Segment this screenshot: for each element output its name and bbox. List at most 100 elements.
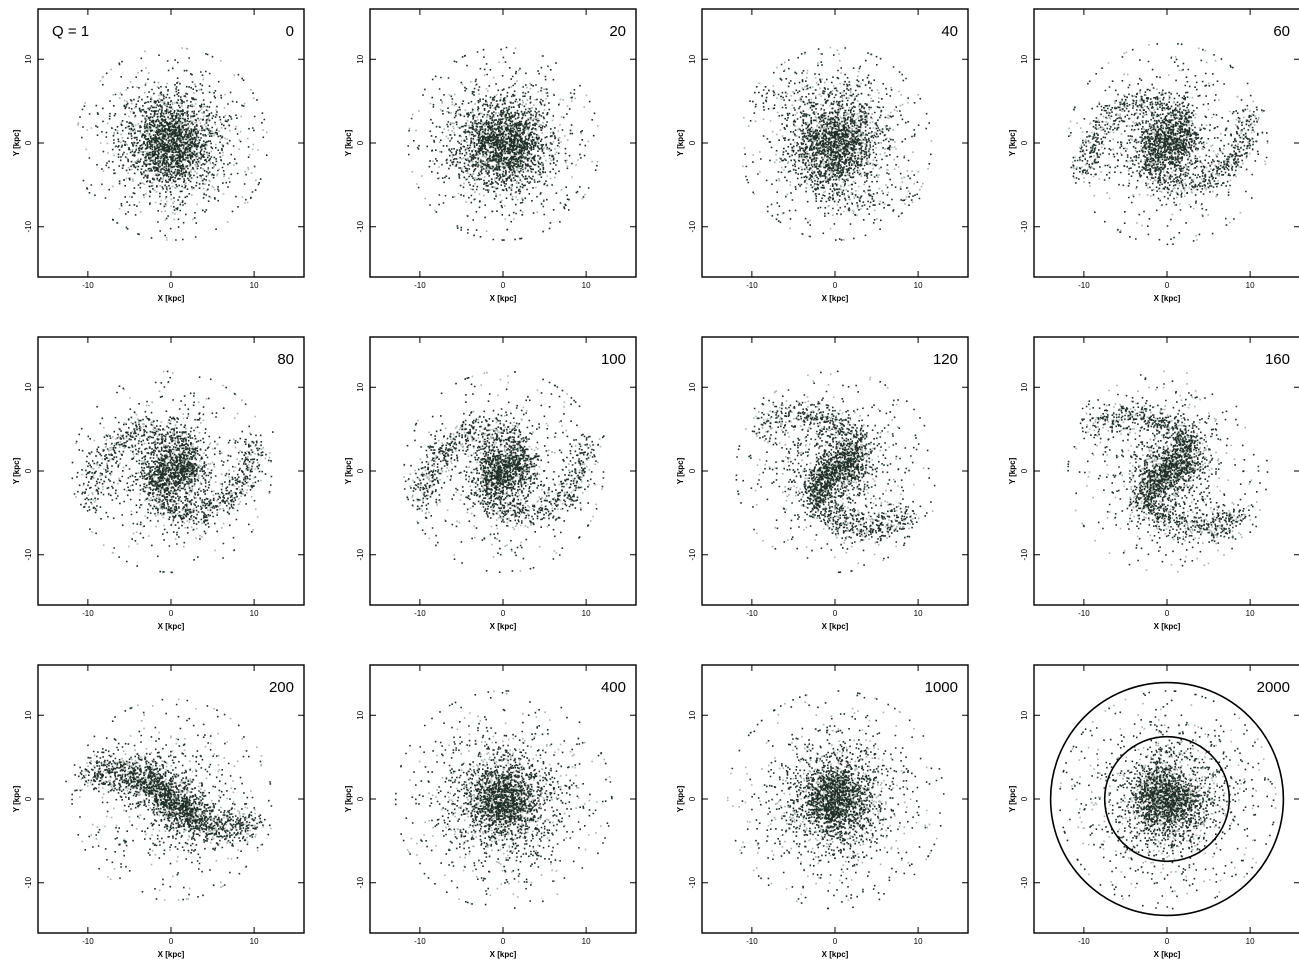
y-tick-label: 0: [688, 468, 697, 473]
particles-dark: [65, 698, 273, 901]
panel-1000: -10 0 10 10 0 -10 X [kpc] Y [kpc] 1000: [676, 664, 969, 959]
y-tick-label: 10: [1020, 382, 1029, 391]
x-axis-label: X [kpc]: [1154, 622, 1181, 631]
particle-field: [1068, 43, 1269, 246]
x-tick-label: 10: [250, 281, 259, 290]
y-tick-label: -10: [688, 876, 697, 888]
y-tick-label: -10: [1020, 876, 1029, 888]
x-tick-label: 10: [582, 281, 591, 290]
x-tick-label: 0: [169, 281, 174, 290]
y-tick-label: 0: [1020, 140, 1029, 145]
y-axis-label: Y [kpc]: [1008, 129, 1017, 156]
particle-field: [65, 698, 273, 901]
y-tick-label: 0: [24, 468, 33, 473]
y-tick-label: 10: [688, 54, 697, 63]
x-tick-label: 10: [250, 609, 259, 618]
y-tick-label: 10: [356, 382, 365, 391]
y-tick-label: -10: [356, 220, 365, 232]
x-tick-label: 10: [914, 937, 923, 946]
y-tick-label: -10: [688, 548, 697, 560]
particles-dark: [71, 370, 274, 574]
y-tick-label: 0: [1020, 468, 1029, 473]
y-tick-label: 10: [688, 710, 697, 719]
y-axis-label: Y [kpc]: [12, 785, 21, 812]
panel-label: 160: [1265, 351, 1290, 368]
particles-dark: [1068, 43, 1269, 246]
y-tick-label: 0: [24, 796, 33, 801]
x-tick-label: 10: [250, 937, 259, 946]
particle-field: [77, 47, 268, 241]
x-tick-label: -10: [82, 609, 94, 618]
panel-160: -10 0 10 10 0 -10 X [kpc] Y [kpc] 160: [1008, 336, 1299, 631]
y-axis-label: Y [kpc]: [676, 129, 685, 156]
y-axis-label: Y [kpc]: [344, 129, 353, 156]
x-tick-label: 0: [1165, 609, 1170, 618]
x-tick-label: 10: [1246, 937, 1255, 946]
y-axis-label: Y [kpc]: [12, 129, 21, 156]
particle-field: [407, 46, 599, 241]
y-tick-label: 10: [24, 54, 33, 63]
y-tick-label: 10: [1020, 710, 1029, 719]
panel-40: -10 0 10 10 0 -10 X [kpc] Y [kpc] 40: [676, 8, 969, 303]
panel-label: 100: [601, 351, 626, 368]
particles-dark: [1059, 690, 1275, 910]
y-axis-label: Y [kpc]: [344, 457, 353, 484]
y-tick-label: 0: [24, 140, 33, 145]
x-axis-label: X [kpc]: [158, 294, 185, 303]
y-tick-label: 0: [1020, 796, 1029, 801]
y-axis-label: Y [kpc]: [1008, 785, 1017, 812]
x-tick-label: 0: [833, 609, 838, 618]
panel-label: 20: [609, 23, 626, 40]
annulus-circle-2: [1049, 681, 1285, 917]
x-tick-label: -10: [746, 609, 758, 618]
y-tick-label: 10: [1020, 54, 1029, 63]
x-tick-label: 0: [501, 937, 506, 946]
particles-dark: [407, 46, 598, 241]
x-axis-label: X [kpc]: [822, 622, 849, 631]
particle-field: [1059, 690, 1277, 910]
x-tick-label: 10: [1246, 609, 1255, 618]
panel-label: 80: [277, 351, 294, 368]
y-tick-label: 10: [356, 54, 365, 63]
particles-dark: [744, 47, 932, 241]
particles-light: [75, 370, 272, 554]
x-axis-label: X [kpc]: [490, 622, 517, 631]
particle-field: [1067, 370, 1269, 573]
y-axis-label: Y [kpc]: [1008, 457, 1017, 484]
x-axis-label: X [kpc]: [158, 950, 185, 959]
x-axis-label: X [kpc]: [1154, 294, 1181, 303]
panel-label: 400: [601, 679, 626, 696]
particle-field: [742, 46, 933, 241]
x-tick-label: 10: [1246, 281, 1255, 290]
x-tick-label: -10: [746, 281, 758, 290]
x-tick-label: 10: [914, 281, 923, 290]
y-axis-label: Y [kpc]: [344, 785, 353, 812]
panel-label: 1000: [925, 679, 958, 696]
particle-field: [71, 370, 274, 574]
x-tick-label: 0: [169, 937, 174, 946]
y-tick-label: -10: [356, 548, 365, 560]
y-tick-label: 0: [356, 796, 365, 801]
x-tick-label: 0: [501, 281, 506, 290]
x-tick-label: 10: [914, 609, 923, 618]
y-axis-label: Y [kpc]: [676, 457, 685, 484]
x-tick-label: 0: [833, 281, 838, 290]
y-tick-label: -10: [24, 548, 33, 560]
y-tick-label: 0: [688, 796, 697, 801]
x-axis-label: X [kpc]: [822, 950, 849, 959]
y-tick-label: -10: [356, 876, 365, 888]
x-tick-label: -10: [414, 937, 426, 946]
x-tick-label: -10: [1078, 937, 1090, 946]
x-tick-label: 0: [1165, 937, 1170, 946]
y-tick-label: 10: [688, 382, 697, 391]
panel-400: -10 0 10 10 0 -10 X [kpc] Y [kpc] 400: [344, 664, 637, 959]
particles-light: [403, 371, 603, 572]
panel-60: -10 0 10 10 0 -10 X [kpc] Y [kpc] 60: [1008, 8, 1299, 303]
panel-120: -10 0 10 10 0 -10 X [kpc] Y [kpc] 120: [676, 336, 969, 631]
particles-light: [742, 46, 933, 241]
y-tick-label: -10: [24, 220, 33, 232]
x-tick-label: -10: [1078, 609, 1090, 618]
